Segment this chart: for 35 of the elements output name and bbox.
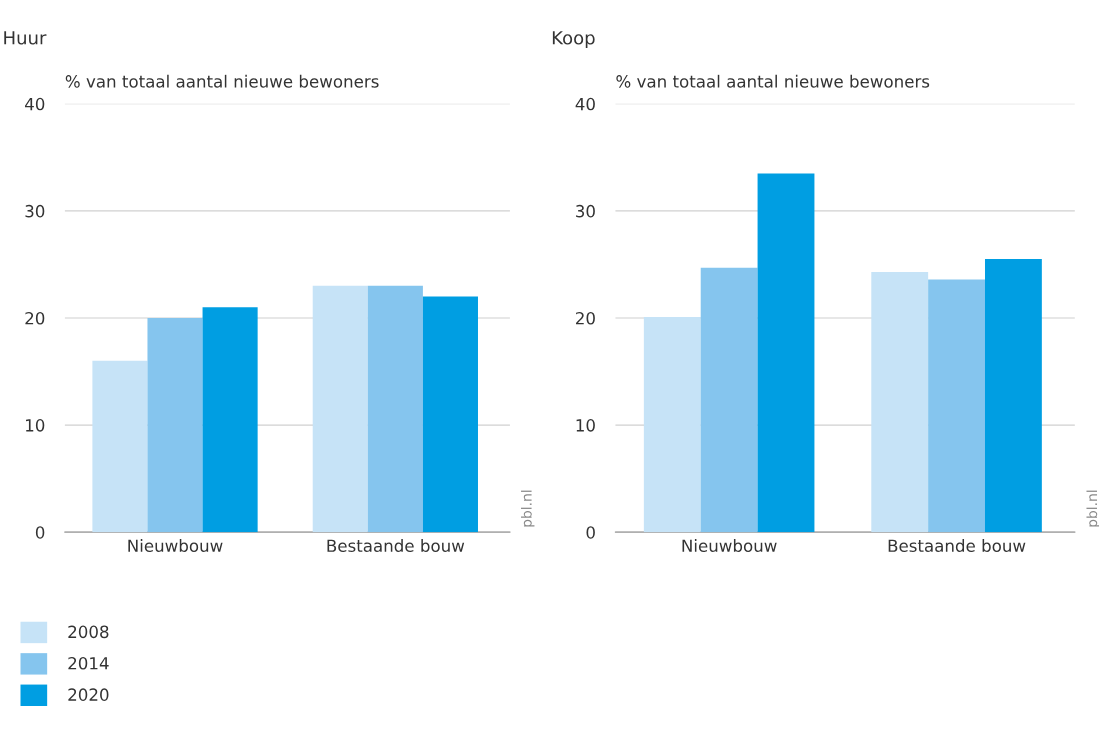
bar [928,279,985,533]
chart-title: Koop [552,31,595,49]
y-tick-label: 40 [575,97,595,111]
y-tick-label: 30 [25,204,45,218]
chart-title: Huur [4,31,47,45]
bar [312,285,368,533]
bar [422,296,478,533]
bar [367,285,423,533]
y-tick-label: 0 [35,526,45,539]
y-tick-label: 40 [25,97,45,111]
y-axis-title: % van totaal aantal nieuwe bewoners [65,74,379,88]
y-tick-label: 10 [26,419,45,432]
y-tick-label: 0 [586,526,595,539]
text: pbl.nl [521,490,535,527]
y-axis-title: % van totaal aantal nieuwe bewoners [616,74,930,88]
bar [147,317,203,533]
legend-label: 2014 [68,656,109,670]
bar [643,316,701,533]
text: pbl.nl [1086,490,1099,527]
bar [984,259,1042,533]
x-tick-label: Nieuwbouw [682,539,777,553]
bar [871,271,929,533]
bar [202,307,258,533]
bar [700,267,758,533]
bar [757,173,815,533]
legend-label: 2020 [68,688,109,701]
y-tick-label: 10 [576,419,595,432]
y-tick-label: 30 [576,204,595,218]
y-tick-label: 20 [576,311,595,325]
x-tick-label: Nieuwbouw [128,539,223,553]
bar [92,360,148,533]
legend-label: 2008 [68,625,109,639]
x-tick-label: Bestaande bouw [327,539,465,553]
x-tick-label: Bestaande bouw [888,539,1026,553]
y-tick-label: 20 [25,311,45,325]
